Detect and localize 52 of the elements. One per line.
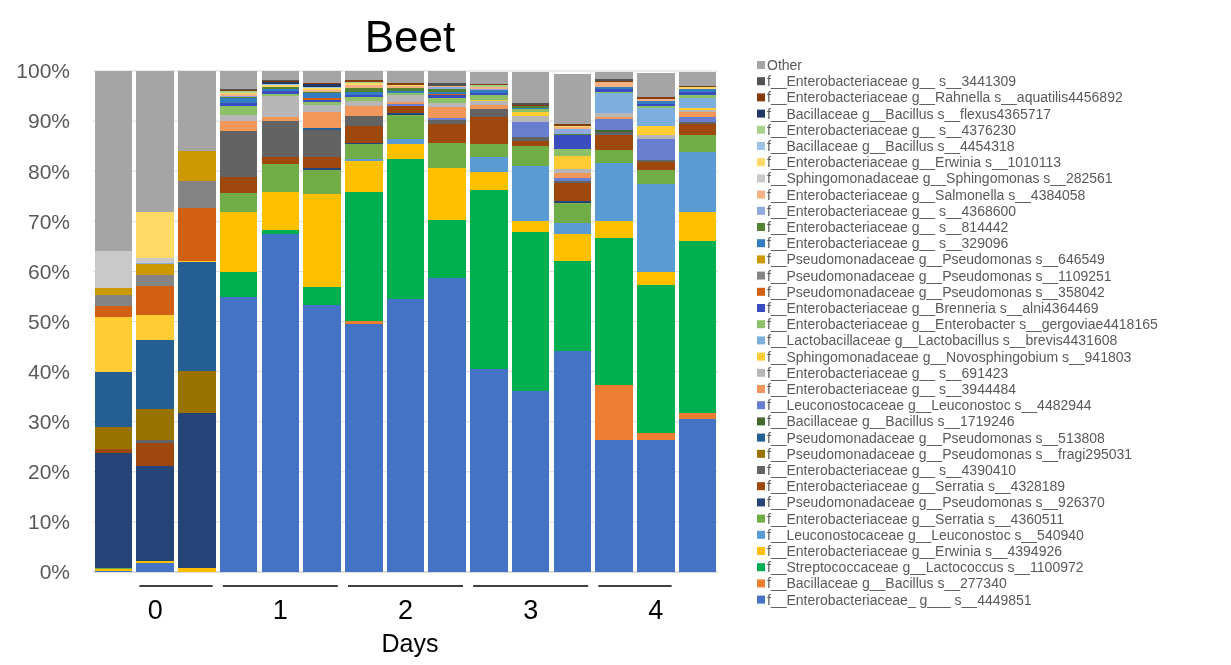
y-tick-label: 90% bbox=[27, 109, 70, 133]
legend-label: f__Bacillaceae g__Bacillus s__277340 bbox=[767, 575, 1007, 592]
y-tick-label: 70% bbox=[27, 209, 70, 233]
legend-label: f__Enterobacteriaceae g__ s__691423 bbox=[767, 364, 1009, 381]
legend-label: f__Streptococcaceae g__Lactococcus s__1100972 bbox=[767, 559, 1084, 576]
y-tick-label: 20% bbox=[27, 460, 70, 484]
legend-label: f__Enterobacteriaceae g__ s__3441309 bbox=[767, 73, 1017, 90]
legend-label: f__Bacillaceae g__Bacillus s__4454318 bbox=[767, 137, 1015, 154]
legend-label: f__Pseudomonadaceae g__Pseudomonas s__fragi295031 bbox=[767, 445, 1133, 462]
legend-label: f__Enterobacteriaceae g__ s__4390410 bbox=[767, 461, 1017, 478]
legend-label: f__Pseudomonadaceae g__Pseudomonas s__513808 bbox=[767, 429, 1106, 446]
legend-label: Other bbox=[767, 56, 803, 73]
y-tick-label: 100% bbox=[16, 59, 70, 83]
legend-label: f__Enterobacteriaceae g__Erwinia s__4394926 bbox=[767, 542, 1063, 559]
legend-label: f__Enterobacteriaceae g__Enterobacter s__gergoviae4418165 bbox=[767, 316, 1158, 333]
legend-label: f__Enterobacteriaceae g__ s__4368600 bbox=[767, 202, 1017, 219]
legend-label: f__Sphingomonadaceae g__Novosphingobium s__941803 bbox=[767, 348, 1132, 365]
legend-label: f__Bacillaceae g__Bacillus s__1719246 bbox=[767, 413, 1015, 430]
legend-label: f__Enterobacteriaceae g__Rahnella s__aquatilis4456892 bbox=[767, 89, 1123, 106]
legend-label: f__Enterobacteriaceae g__ s__3944484 bbox=[767, 380, 1017, 397]
legend-label: f__Enterobacteriaceae g__ s__329096 bbox=[767, 235, 1009, 252]
y-tick-label: 0% bbox=[39, 560, 70, 584]
legend-label: f__Leuconostocaceae g__Leuconostoc s__540940 bbox=[767, 526, 1085, 543]
legend-label: f__Enterobacteriaceae g__ s__814442 bbox=[767, 218, 1009, 235]
y-tick-label: 40% bbox=[27, 359, 70, 383]
x-tick-label: 2 bbox=[397, 595, 414, 625]
x-tick-label: 1 bbox=[272, 595, 288, 625]
y-tick-label: 80% bbox=[27, 159, 70, 183]
legend-label: f__Pseudomonadaceae g__Pseudomonas s__1109251 bbox=[767, 267, 1112, 284]
y-tick-label: 10% bbox=[27, 510, 70, 534]
legend-label: f__Enterobacteriaceae g__Erwinia s__1010113 bbox=[767, 154, 1062, 171]
legend-label: f__Pseudomonadaceae g__Pseudomonas s__646549 bbox=[767, 251, 1106, 268]
legend-label: f__Enterobacteriaceae g__Serratia s__4360511 bbox=[767, 510, 1065, 527]
legend-label: f__Enterobacteriaceae g__Serratia s__4328189 bbox=[767, 478, 1066, 495]
legend-label: f__Enterobacteriaceae_ g___ s__4449851 bbox=[767, 591, 1032, 608]
y-tick-label: 50% bbox=[27, 309, 70, 333]
legend-label: f__Pseudomonadaceae g__Pseudomonas s__358042 bbox=[767, 283, 1106, 300]
legend-label: f__Leuconostocaceae g__Leuconostoc s__4482944 bbox=[767, 397, 1092, 414]
y-tick-label: 60% bbox=[27, 259, 70, 283]
legend-label: f__Pseudomonadaceae g__Pseudomonas s__926370 bbox=[767, 494, 1106, 511]
x-tick-label: 0 bbox=[147, 595, 163, 625]
x-tick-label: 4 bbox=[648, 595, 664, 625]
legend-label: f__Bacillaceae g__Bacillus s__flexus4365717 bbox=[767, 105, 1052, 122]
chart-title: Beet bbox=[364, 12, 456, 61]
x-tick-label: 3 bbox=[523, 595, 539, 625]
legend-label: f__Sphingomonadaceae g__Sphingomonas s__282561 bbox=[767, 170, 1113, 187]
legend-label: f__Enterobacteriaceae g__ s__4376230 bbox=[767, 121, 1017, 138]
x-axis-title: Days bbox=[381, 629, 439, 657]
legend-label: f__Enterobacteriaceae g__Salmonella s__4384058 bbox=[767, 186, 1086, 203]
legend-label: f__Lactobacillaceae g__Lactobacillus s__brevis4431608 bbox=[767, 332, 1118, 349]
y-tick-label: 30% bbox=[27, 410, 70, 434]
legend-label: f__Enterobacteriaceae g__Brenneria s__alni4364469 bbox=[767, 299, 1099, 316]
